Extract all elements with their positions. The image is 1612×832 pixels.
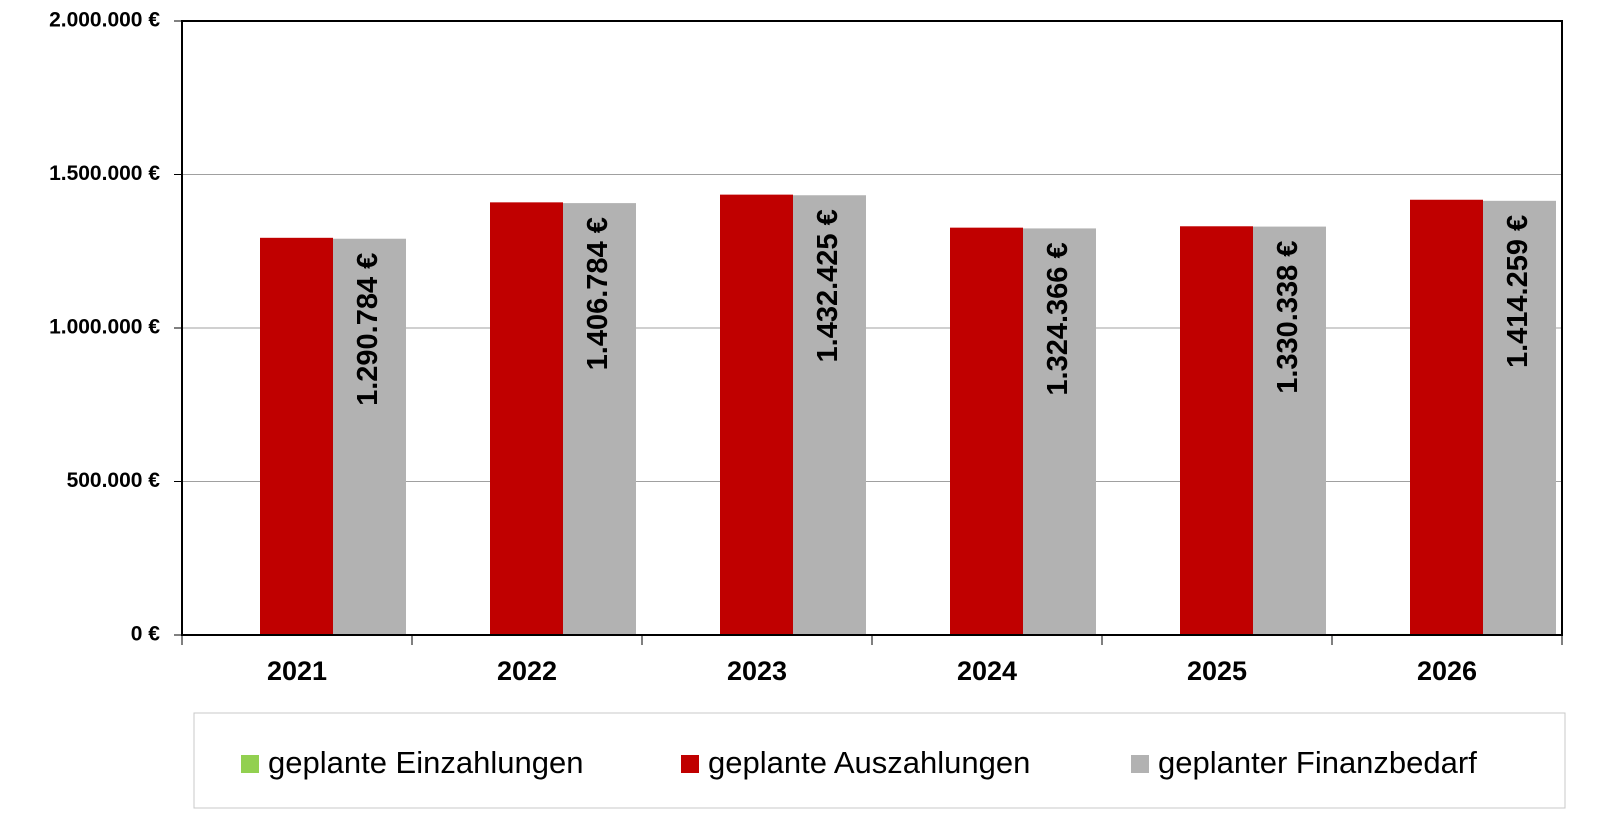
- legend-box: [193, 712, 1566, 809]
- x-tick-label: 2023: [727, 656, 787, 686]
- bar: [1410, 199, 1483, 635]
- bar: [333, 238, 406, 635]
- value-label: 1.330.338 €: [1272, 241, 1304, 394]
- x-tick-label: 2024: [957, 656, 1017, 686]
- value-label: 1.406.784 €: [582, 217, 614, 370]
- y-tick-label: 2.000.000 €: [49, 9, 160, 32]
- bar: [1483, 200, 1556, 635]
- bar: [720, 194, 793, 635]
- y-tick-label: 1.500.000 €: [49, 162, 160, 185]
- legend-label: geplanter Finanzbedarf: [1158, 745, 1477, 780]
- value-label: 1.432.425 €: [812, 209, 844, 362]
- x-tick-label: 2021: [267, 656, 327, 686]
- bar: [563, 203, 636, 635]
- value-label: 1.290.784 €: [352, 253, 384, 406]
- x-tick-label: 2025: [1187, 656, 1247, 686]
- x-tick-label: 2026: [1417, 656, 1477, 686]
- legend-swatch: [241, 755, 259, 773]
- y-tick-label: 0 €: [131, 623, 161, 646]
- legend-swatch: [681, 755, 699, 773]
- legend-label: geplante Auszahlungen: [708, 745, 1030, 780]
- x-tick-label: 2022: [497, 656, 557, 686]
- bar: [490, 202, 563, 636]
- bar: [1180, 226, 1253, 635]
- value-label: 1.324.366 €: [1042, 242, 1074, 395]
- legend-label: geplante Einzahlungen: [268, 745, 583, 780]
- bar: [260, 237, 333, 635]
- y-tick-label: 1.000.000 €: [49, 316, 160, 339]
- y-tick-label: 500.000 €: [67, 469, 161, 492]
- value-label: 1.414.259 €: [1502, 215, 1534, 368]
- bar: [1023, 228, 1096, 636]
- bar: [950, 227, 1023, 635]
- bar: [793, 195, 866, 635]
- legend-swatch: [1131, 755, 1149, 773]
- bar: [1253, 226, 1326, 635]
